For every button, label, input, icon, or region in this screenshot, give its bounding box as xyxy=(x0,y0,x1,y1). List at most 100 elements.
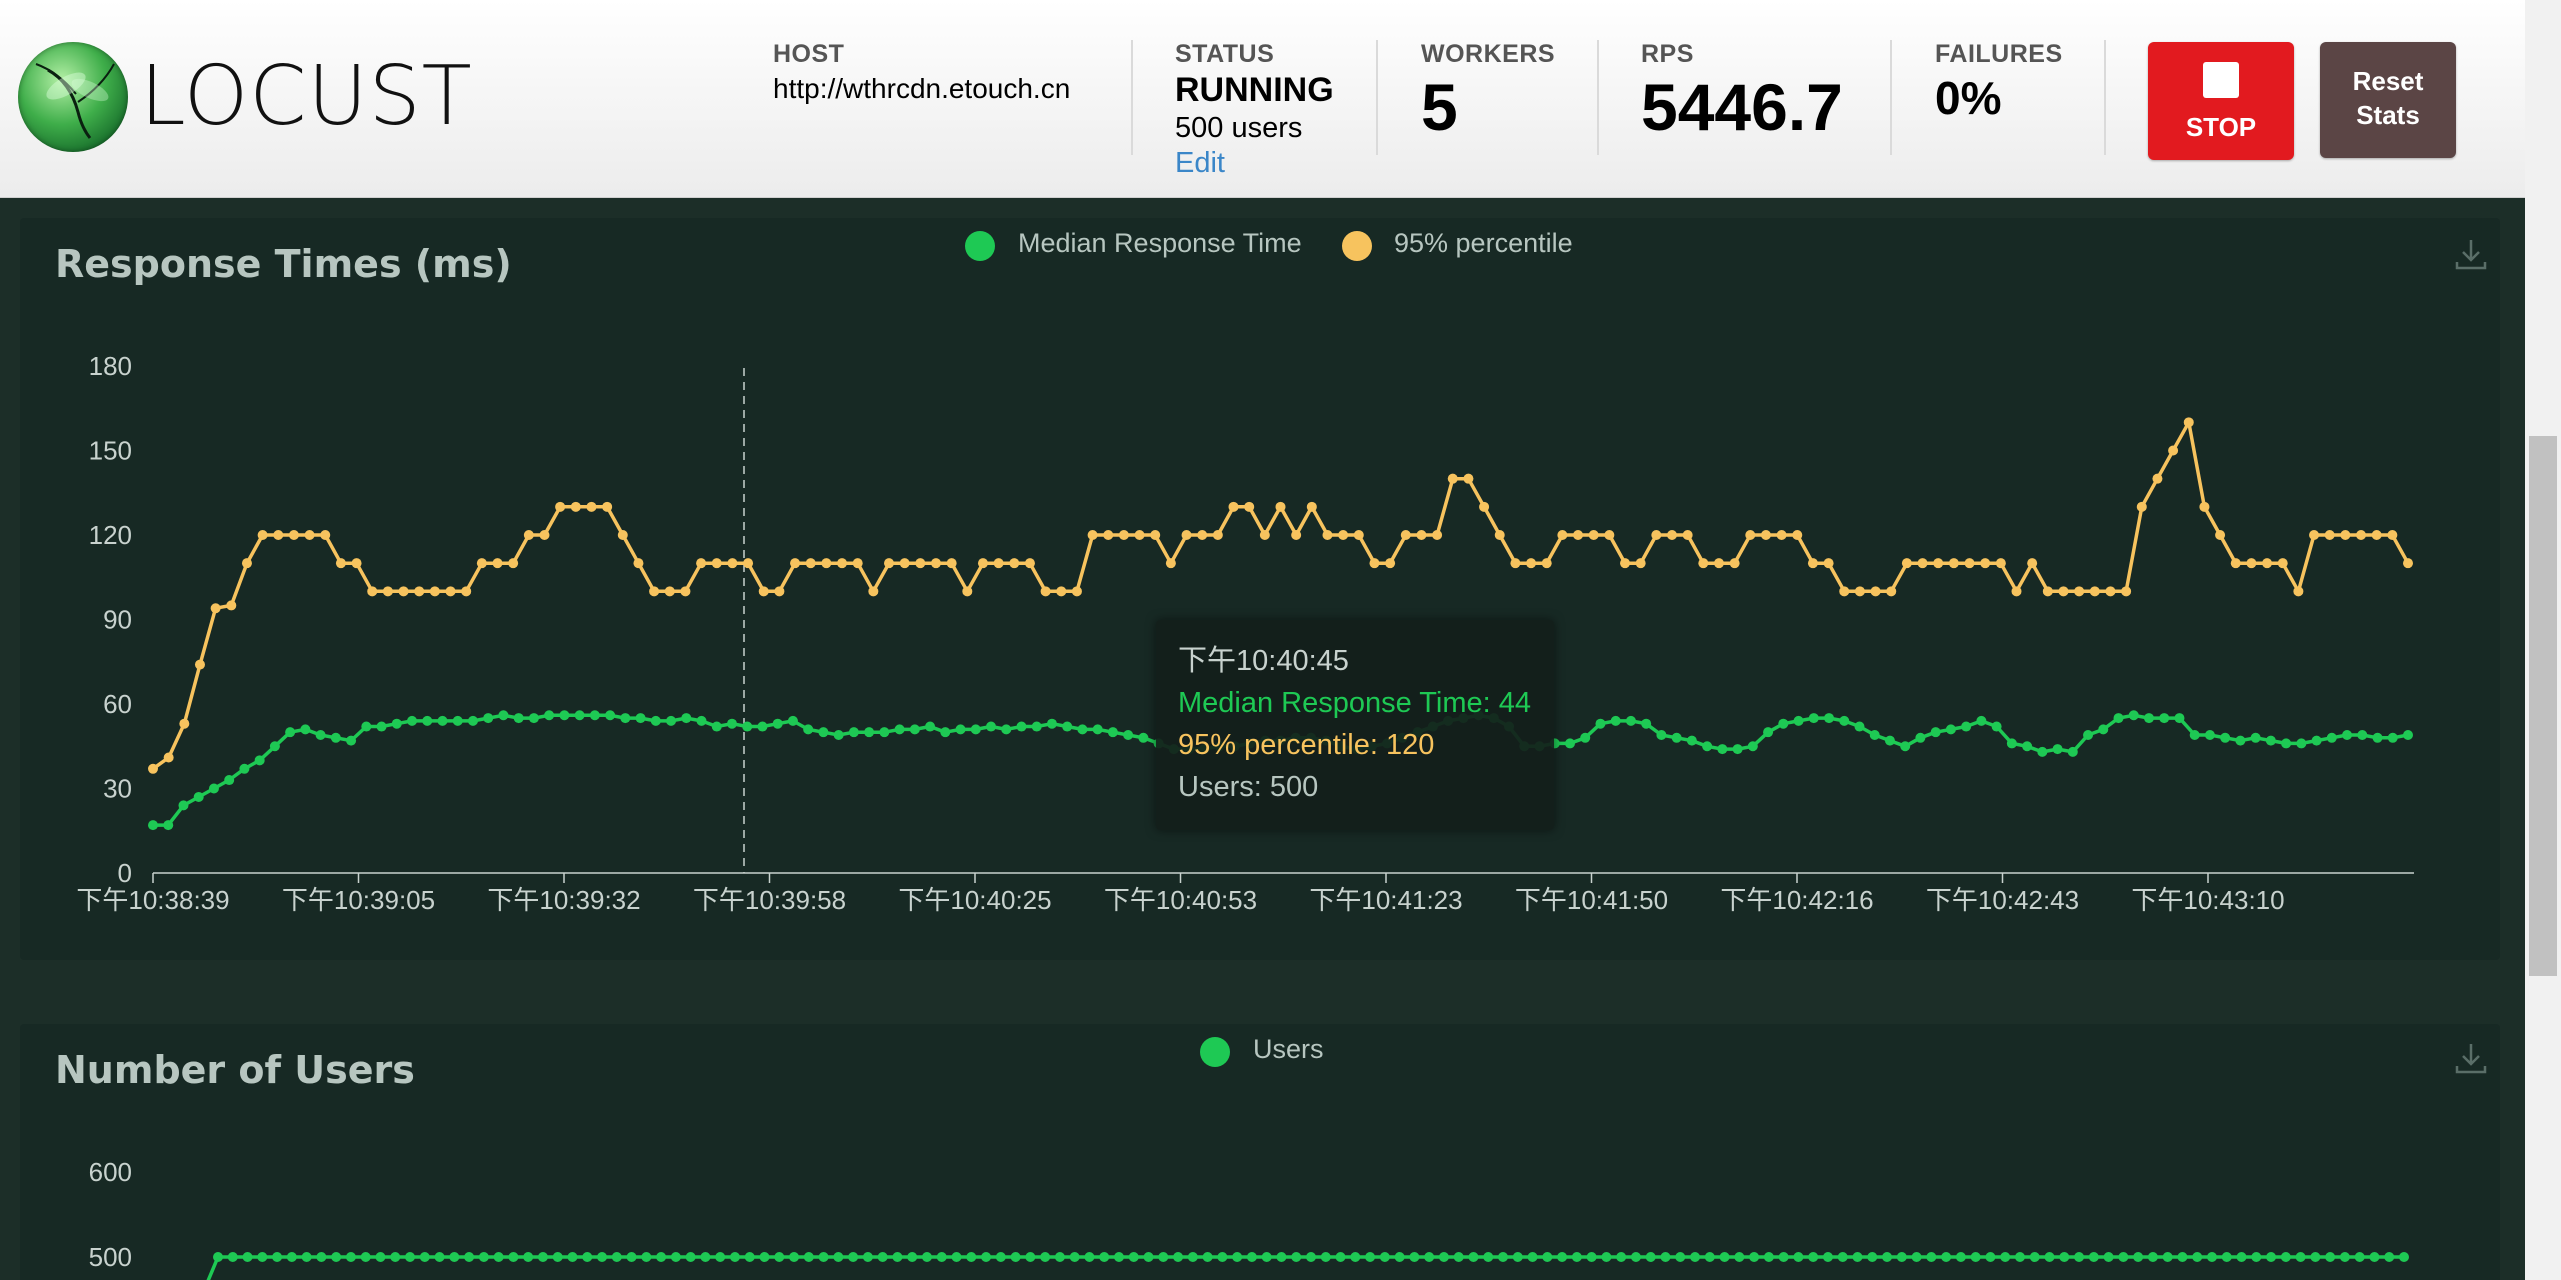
stop-button[interactable]: STOP xyxy=(2148,42,2294,160)
users-point xyxy=(1571,1252,1582,1262)
p95-point xyxy=(1432,530,1443,540)
p95-point xyxy=(476,558,487,569)
p95-point xyxy=(2199,501,2210,512)
median-point xyxy=(864,727,875,738)
p95-point xyxy=(492,558,503,569)
median-point xyxy=(148,820,158,831)
rps-stat: RPS 5446.7 xyxy=(1641,40,1843,145)
p95-point xyxy=(2277,558,2288,569)
users-point xyxy=(685,1252,696,1262)
users-point xyxy=(552,1252,563,1262)
median-point xyxy=(757,721,768,732)
download-icon[interactable] xyxy=(2453,1040,2489,1076)
users-point xyxy=(345,1252,356,1262)
median-point xyxy=(2250,732,2261,743)
users-point xyxy=(670,1252,681,1262)
p95-point xyxy=(1306,501,1317,512)
p95-point xyxy=(2058,586,2069,597)
scrollbar-track[interactable] xyxy=(2525,0,2561,1280)
users-point xyxy=(2177,1252,2188,1262)
users-point xyxy=(1749,1252,1760,1262)
legend-median-dot[interactable] xyxy=(965,231,995,261)
p95-point xyxy=(508,558,519,569)
median-point xyxy=(726,718,737,729)
scrollbar-thumb[interactable] xyxy=(2529,436,2557,976)
p95-point xyxy=(2074,586,2085,597)
users-point xyxy=(803,1252,814,1262)
users-point xyxy=(921,1252,932,1262)
users-point xyxy=(1778,1252,1789,1262)
legend-users-dot[interactable] xyxy=(1200,1037,1230,1067)
p95-point xyxy=(1776,530,1787,540)
p95-point xyxy=(1541,558,1552,569)
x-tick-label: 下午10:42:43 xyxy=(1926,885,2079,915)
median-point xyxy=(1717,744,1728,755)
p95-point xyxy=(2183,417,2194,428)
users-point xyxy=(1010,1252,1021,1262)
p95-point xyxy=(1479,501,1490,512)
users-point xyxy=(316,1252,327,1262)
users-point xyxy=(1025,1252,1036,1262)
users-point xyxy=(1379,1252,1390,1262)
x-tick-label: 下午10:40:53 xyxy=(1104,885,1257,915)
p95-point xyxy=(711,558,722,569)
locust-logo-icon xyxy=(18,42,128,152)
median-point xyxy=(1732,744,1743,755)
median-point xyxy=(650,715,661,726)
users-point xyxy=(1187,1252,1198,1262)
users-point xyxy=(227,1252,238,1262)
edit-users-link[interactable]: Edit xyxy=(1175,147,1225,179)
median-point xyxy=(696,715,707,726)
p95-point xyxy=(570,501,581,512)
median-point xyxy=(925,721,936,732)
p95-point xyxy=(2105,586,2116,597)
p95-point xyxy=(821,558,832,569)
median-point xyxy=(285,727,296,738)
p95-point xyxy=(680,586,691,597)
users-point xyxy=(1660,1252,1671,1262)
divider xyxy=(1376,40,1378,155)
median-point xyxy=(2403,729,2413,740)
p95-point xyxy=(2121,586,2132,597)
users-point xyxy=(286,1252,297,1262)
users-point xyxy=(1867,1252,1878,1262)
p95-point xyxy=(2168,445,2179,456)
legend-users-label[interactable]: Users xyxy=(1253,1034,1324,1064)
p95-point xyxy=(1165,558,1176,569)
users-point xyxy=(951,1252,962,1262)
users-point xyxy=(1763,1252,1774,1262)
legend-p95-dot[interactable] xyxy=(1342,231,1372,261)
median-point xyxy=(1671,732,1682,743)
users-point xyxy=(2236,1252,2247,1262)
median-point xyxy=(452,715,463,726)
p95-point xyxy=(852,558,863,569)
logo-text: LOCUST xyxy=(140,49,473,144)
p95-point xyxy=(586,501,597,512)
median-point xyxy=(879,727,890,738)
reset-stats-button[interactable]: Reset Stats xyxy=(2320,42,2456,158)
p95-point xyxy=(915,558,926,569)
users-point xyxy=(2369,1252,2380,1262)
p95-point xyxy=(602,501,613,512)
median-point xyxy=(528,713,539,724)
users-point xyxy=(1261,1252,1272,1262)
download-icon[interactable] xyxy=(2453,236,2489,272)
tooltip-time: 下午10:40:45 xyxy=(1178,645,1349,677)
p95-point xyxy=(1870,586,1881,597)
legend-median-label[interactable]: Median Response Time xyxy=(1018,228,1302,258)
median-point xyxy=(909,724,920,735)
legend-p95-label[interactable]: 95% percentile xyxy=(1394,228,1573,258)
p95-point xyxy=(163,752,174,763)
users-point xyxy=(1882,1252,1893,1262)
users-point xyxy=(2280,1252,2291,1262)
users-point xyxy=(2251,1252,2262,1262)
p95-point xyxy=(2387,530,2398,540)
median-point xyxy=(1031,721,1042,732)
users-point xyxy=(2192,1252,2203,1262)
p95-point xyxy=(1635,558,1646,569)
users-point xyxy=(2147,1252,2158,1262)
users-point xyxy=(789,1252,800,1262)
median-point xyxy=(391,718,402,729)
users-point xyxy=(1453,1252,1464,1262)
